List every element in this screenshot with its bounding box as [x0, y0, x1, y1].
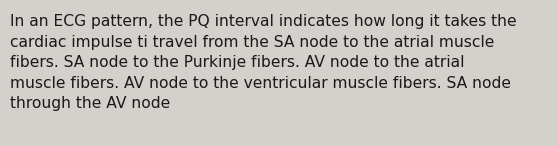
Text: through the AV node: through the AV node — [10, 96, 170, 111]
Text: cardiac impulse ti travel from the SA node to the atrial muscle: cardiac impulse ti travel from the SA no… — [10, 34, 494, 49]
Text: muscle fibers. AV node to the ventricular muscle fibers. SA node: muscle fibers. AV node to the ventricula… — [10, 75, 511, 91]
Text: fibers. SA node to the Purkinje fibers. AV node to the atrial: fibers. SA node to the Purkinje fibers. … — [10, 55, 464, 70]
Text: In an ECG pattern, the PQ interval indicates how long it takes the: In an ECG pattern, the PQ interval indic… — [10, 14, 517, 29]
